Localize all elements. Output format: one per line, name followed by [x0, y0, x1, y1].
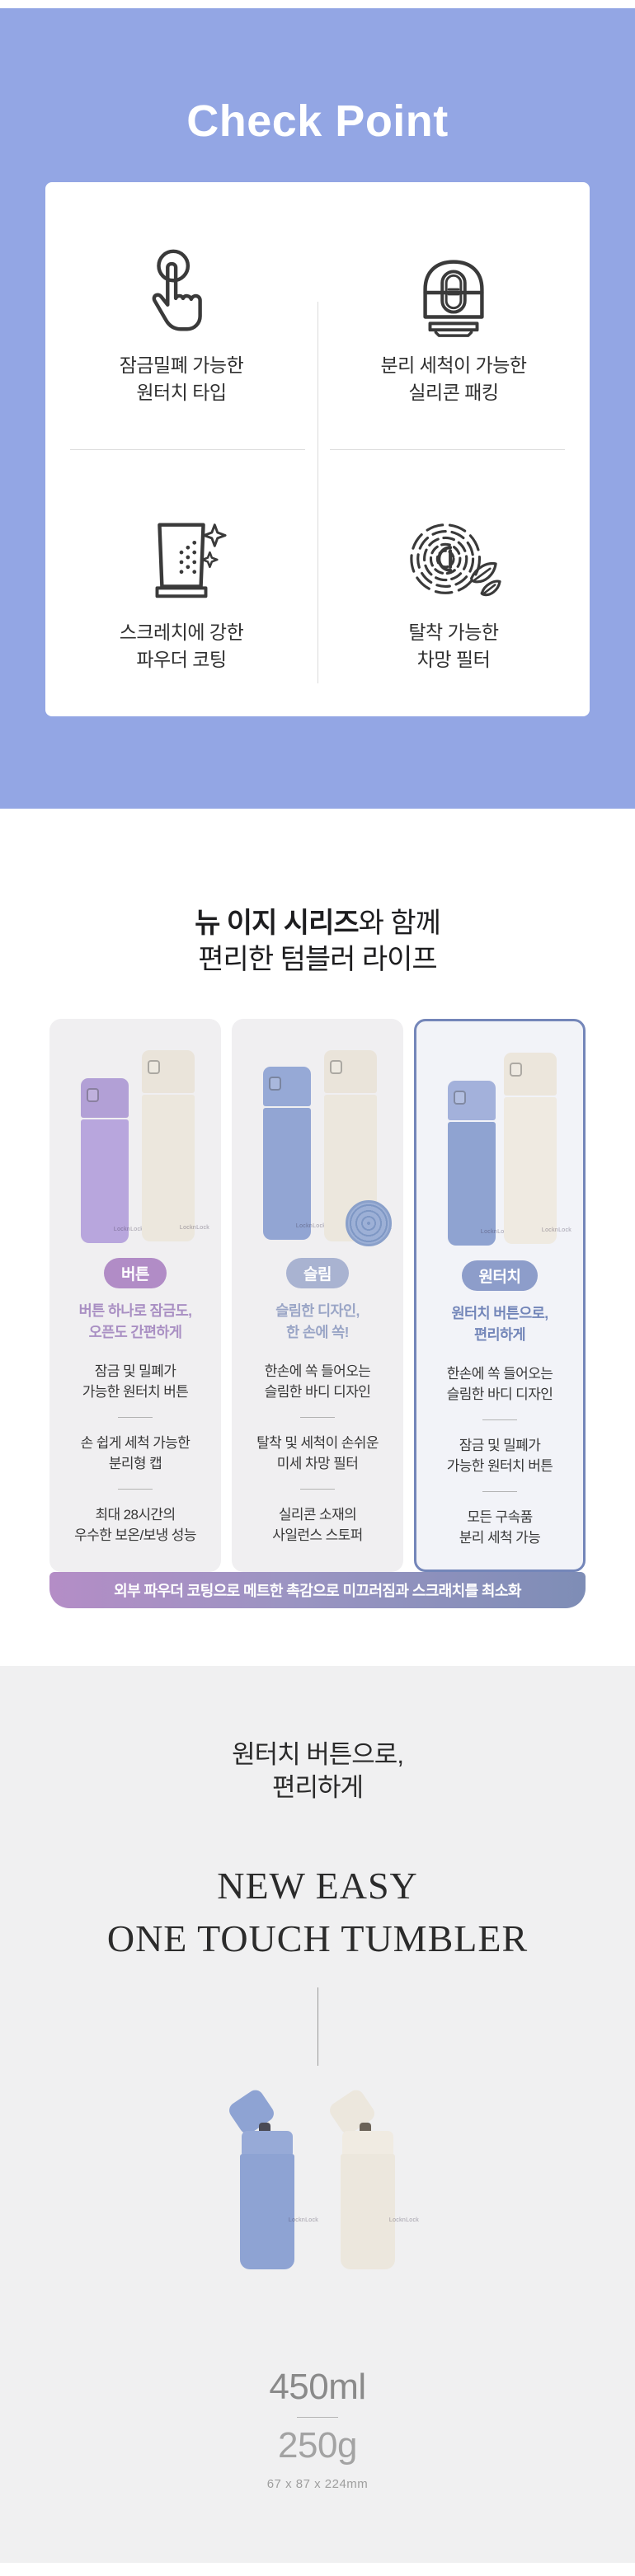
- series-title-rest: 와 함께: [358, 908, 441, 939]
- grid-horizontal-divider-right: [330, 449, 565, 450]
- lid-latch: [269, 1077, 281, 1091]
- product-image-button: LocknLock LocknLock: [56, 1019, 214, 1250]
- lid-icon: [405, 243, 502, 340]
- grid-horizontal-divider-left: [70, 449, 305, 450]
- brand-logo: LocknLock: [480, 1229, 511, 1235]
- card-subtitle: 슬림한 디자인, 한 손에 쏙!: [275, 1302, 360, 1340]
- spec-volume: 450ml: [269, 2367, 366, 2407]
- series-title-bold: 뉴 이지 시리즈: [195, 908, 360, 939]
- feature-item: 잠금 및 밀폐가 가능한 원터치 버튼: [446, 1438, 553, 1474]
- feature-caption: 잠금밀폐 가능한 원터치 타입: [119, 354, 244, 403]
- type-badge-one-touch: 원터치: [461, 1260, 539, 1291]
- lid-latch: [87, 1088, 99, 1102]
- feature-cell-tea-filter: 탈착 가능한 차망 필터: [318, 449, 590, 716]
- tumbler-blue: LocknLock: [263, 1067, 326, 1240]
- feature-cell-powder-coating: 스크레치에 강한 파우더 코팅: [45, 449, 318, 716]
- hero-product-image: LocknLock LocknLock: [0, 2086, 635, 2269]
- product-cards-row: LocknLock LocknLock 버튼 버튼 하나로 잠금도, 오픈도 간…: [49, 1019, 586, 1572]
- coating-banner: 외부 파우더 코팅으로 메트한 촉감으로 미끄러짐과 스크래치를 최소화: [49, 1572, 586, 1608]
- product-card-slim: LocknLock LocknLock 슬림 슬림한 디자인, 한 손에 쏙! …: [232, 1019, 403, 1572]
- product-card-one-touch: LocknLock LocknLock 원터치 원터치 버튼으로, 편리하게 한…: [414, 1019, 586, 1572]
- brand-logo: LocknLock: [179, 1225, 210, 1231]
- tumbler-purple: LocknLock: [81, 1078, 143, 1243]
- brand-logo: LocknLock: [388, 2217, 420, 2223]
- type-badge-slim: 슬림: [286, 1258, 349, 1288]
- card-subtitle: 버튼 하나로 잠금도, 오픈도 간편하게: [78, 1302, 192, 1340]
- card-subtitle: 원터치 버튼으로, 편리하게: [451, 1305, 548, 1343]
- feature-item: 탈착 및 세척이 손쉬운 미세 차망 필터: [256, 1435, 379, 1471]
- hero-heading: 원터치 버튼으로, 편리하게: [232, 1740, 404, 1802]
- touch-icon: [133, 243, 230, 340]
- feature-caption: 스크레치에 강한 파우더 코팅: [119, 622, 244, 670]
- hero-tumbler-cream: LocknLock: [327, 2086, 419, 2269]
- lid-latch: [148, 1060, 160, 1074]
- check-point-title: Check Point: [186, 96, 449, 146]
- feature-item: 손 쉽게 세척 가능한 분리형 캡: [80, 1435, 190, 1471]
- lid-latch: [510, 1063, 522, 1077]
- feature-item: 최대 28시간의 우수한 보온/보냉 성능: [74, 1507, 196, 1543]
- hero-title-en: NEW EASY ONE TOUCH TUMBLER: [106, 1865, 529, 1959]
- divider: [118, 1417, 153, 1418]
- spec-dimensions: 67 x 87 x 224mm: [266, 2477, 369, 2491]
- brand-logo: LocknLock: [295, 1223, 327, 1229]
- divider: [482, 1491, 517, 1492]
- product-image-slim: LocknLock LocknLock: [238, 1019, 397, 1250]
- check-point-section: Check Point 잠금밀폐 가능한 원터치 타입: [0, 8, 635, 809]
- feature-item: 잠금 및 밀폐가 가능한 원터치 버튼: [82, 1363, 189, 1400]
- tumbler-blue: LocknLock: [448, 1081, 510, 1246]
- lid-latch: [330, 1060, 342, 1074]
- feature-cell-silicone-packing: 분리 세척이 가능한 실리콘 패킹: [318, 182, 590, 449]
- series-section: 뉴 이지 시리즈와 함께 편리한 텀블러 라이프 LocknLock Lockn…: [0, 809, 635, 1666]
- divider: [300, 1489, 335, 1490]
- series-title-line2: 편리한 텀블러 라이프: [198, 944, 437, 975]
- brand-logo: LocknLock: [541, 1227, 572, 1233]
- check-point-card: 잠금밀폐 가능한 원터치 타입 분리 세척이 가능한 실리콘: [45, 182, 590, 716]
- brand-logo: LocknLock: [288, 2217, 319, 2223]
- type-badge-button: 버튼: [104, 1258, 167, 1288]
- feature-caption: 분리 세척이 가능한 실리콘 패킹: [380, 354, 527, 403]
- tumbler-cream: LocknLock: [142, 1050, 209, 1241]
- feature-cell-one-touch: 잠금밀폐 가능한 원터치 타입: [45, 182, 318, 449]
- filter-icon: [405, 510, 502, 608]
- hero-section: 원터치 버튼으로, 편리하게 NEW EASY ONE TOUCH TUMBLE…: [0, 1666, 635, 2563]
- divider: [482, 1419, 517, 1420]
- tumbler-cream: LocknLock: [504, 1053, 572, 1244]
- tea-filter-disc: [346, 1200, 392, 1246]
- feature-item: 한손에 쏙 들어오는 슬림한 바디 디자인: [446, 1366, 553, 1402]
- page-top-margin: [0, 0, 635, 8]
- product-image-one-touch: LocknLock LocknLock: [423, 1021, 576, 1252]
- lid-latch: [454, 1091, 466, 1105]
- hero-tumbler-blue: LocknLock: [226, 2086, 318, 2269]
- feature-item: 모든 구속품 분리 세척 가능: [459, 1509, 541, 1546]
- divider: [300, 1417, 335, 1418]
- spec-divider: [297, 2417, 338, 2418]
- brand-logo: LocknLock: [113, 1227, 144, 1232]
- coating-icon: [133, 510, 230, 608]
- feature-item: 한손에 쏙 들어오는 슬림한 바디 디자인: [264, 1363, 371, 1400]
- divider: [118, 1489, 153, 1490]
- feature-item: 실리콘 소재의 사일런스 스토퍼: [272, 1507, 363, 1543]
- spec-weight: 250g: [278, 2425, 357, 2466]
- series-title: 뉴 이지 시리즈와 함께 편리한 텀블러 라이프: [0, 905, 635, 978]
- feature-caption: 탈착 가능한 차망 필터: [408, 622, 499, 670]
- product-card-button: LocknLock LocknLock 버튼 버튼 하나로 잠금도, 오픈도 간…: [49, 1019, 221, 1572]
